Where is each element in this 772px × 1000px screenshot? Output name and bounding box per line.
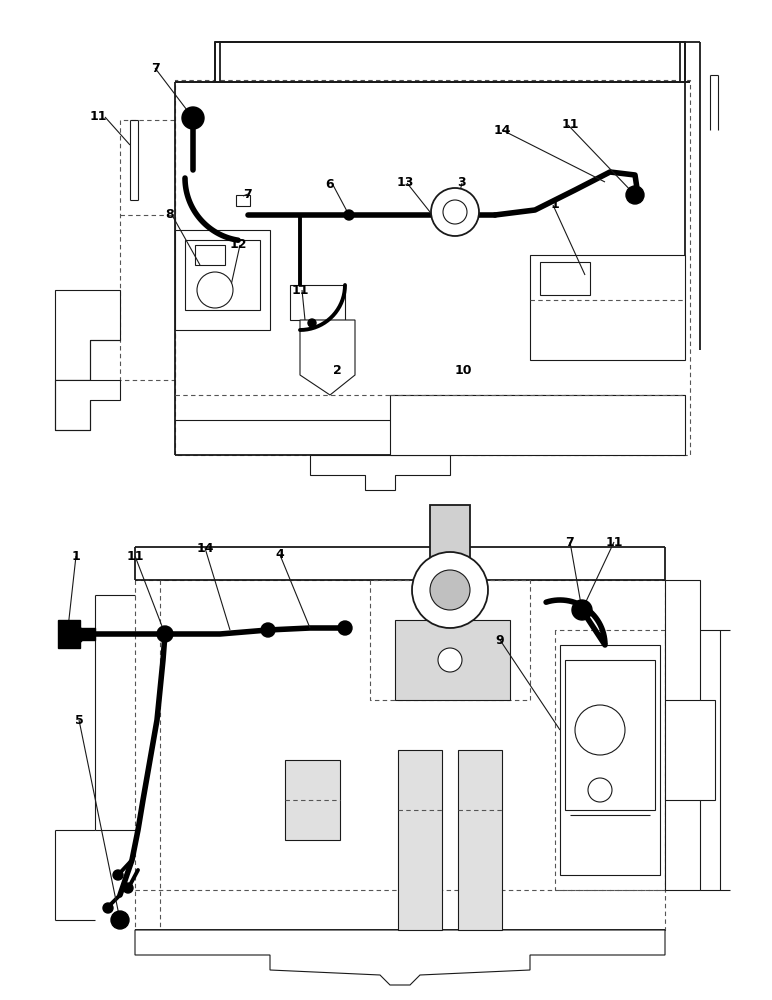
Text: 11: 11 <box>127 550 144 562</box>
Text: 14: 14 <box>196 542 214 554</box>
Circle shape <box>588 778 612 802</box>
Polygon shape <box>665 580 715 890</box>
Circle shape <box>412 552 488 628</box>
Text: 11: 11 <box>561 118 579 131</box>
Circle shape <box>113 870 123 880</box>
Polygon shape <box>560 645 660 875</box>
Text: 12: 12 <box>229 238 247 251</box>
Text: 11: 11 <box>291 284 309 296</box>
Circle shape <box>103 903 113 913</box>
Polygon shape <box>185 240 260 310</box>
Text: 11: 11 <box>90 110 107 123</box>
Polygon shape <box>175 230 270 330</box>
Circle shape <box>338 621 352 635</box>
Text: 7: 7 <box>566 536 574 548</box>
Circle shape <box>430 570 470 610</box>
Text: 2: 2 <box>333 363 341 376</box>
Text: 7: 7 <box>151 62 159 75</box>
Circle shape <box>123 883 133 893</box>
Polygon shape <box>458 750 502 930</box>
Circle shape <box>308 319 316 327</box>
Polygon shape <box>390 395 685 455</box>
Text: 14: 14 <box>493 123 511 136</box>
Circle shape <box>157 626 173 642</box>
Polygon shape <box>285 760 340 840</box>
Text: 11: 11 <box>605 536 623 548</box>
Circle shape <box>443 200 467 224</box>
Circle shape <box>111 911 129 929</box>
Circle shape <box>182 107 204 129</box>
Polygon shape <box>310 455 450 490</box>
Text: 9: 9 <box>496 634 504 647</box>
Text: 7: 7 <box>244 188 252 200</box>
Polygon shape <box>530 255 685 360</box>
Bar <box>195 245 225 265</box>
Polygon shape <box>398 750 442 930</box>
Polygon shape <box>290 285 345 320</box>
Text: 10: 10 <box>454 363 472 376</box>
Bar <box>236 195 250 206</box>
Circle shape <box>431 188 479 236</box>
Circle shape <box>572 600 592 620</box>
Text: 5: 5 <box>75 714 83 726</box>
Text: 1: 1 <box>72 550 80 562</box>
Polygon shape <box>135 930 665 985</box>
Text: 1: 1 <box>550 198 560 212</box>
Polygon shape <box>55 290 120 380</box>
Polygon shape <box>540 262 590 295</box>
Circle shape <box>344 210 354 220</box>
Polygon shape <box>75 628 95 640</box>
Bar <box>430 505 470 585</box>
Polygon shape <box>55 380 120 430</box>
Circle shape <box>261 623 275 637</box>
Text: 8: 8 <box>166 209 174 222</box>
Polygon shape <box>565 660 655 810</box>
Polygon shape <box>300 320 355 395</box>
Circle shape <box>575 705 625 755</box>
Polygon shape <box>215 42 685 82</box>
Circle shape <box>197 272 233 308</box>
Text: 6: 6 <box>326 178 334 192</box>
Circle shape <box>438 648 462 672</box>
Circle shape <box>626 186 644 204</box>
Polygon shape <box>58 620 80 648</box>
Text: 13: 13 <box>396 176 414 190</box>
Polygon shape <box>395 620 510 700</box>
Circle shape <box>66 626 84 644</box>
Text: 3: 3 <box>458 176 466 190</box>
Text: 4: 4 <box>276 548 284 562</box>
